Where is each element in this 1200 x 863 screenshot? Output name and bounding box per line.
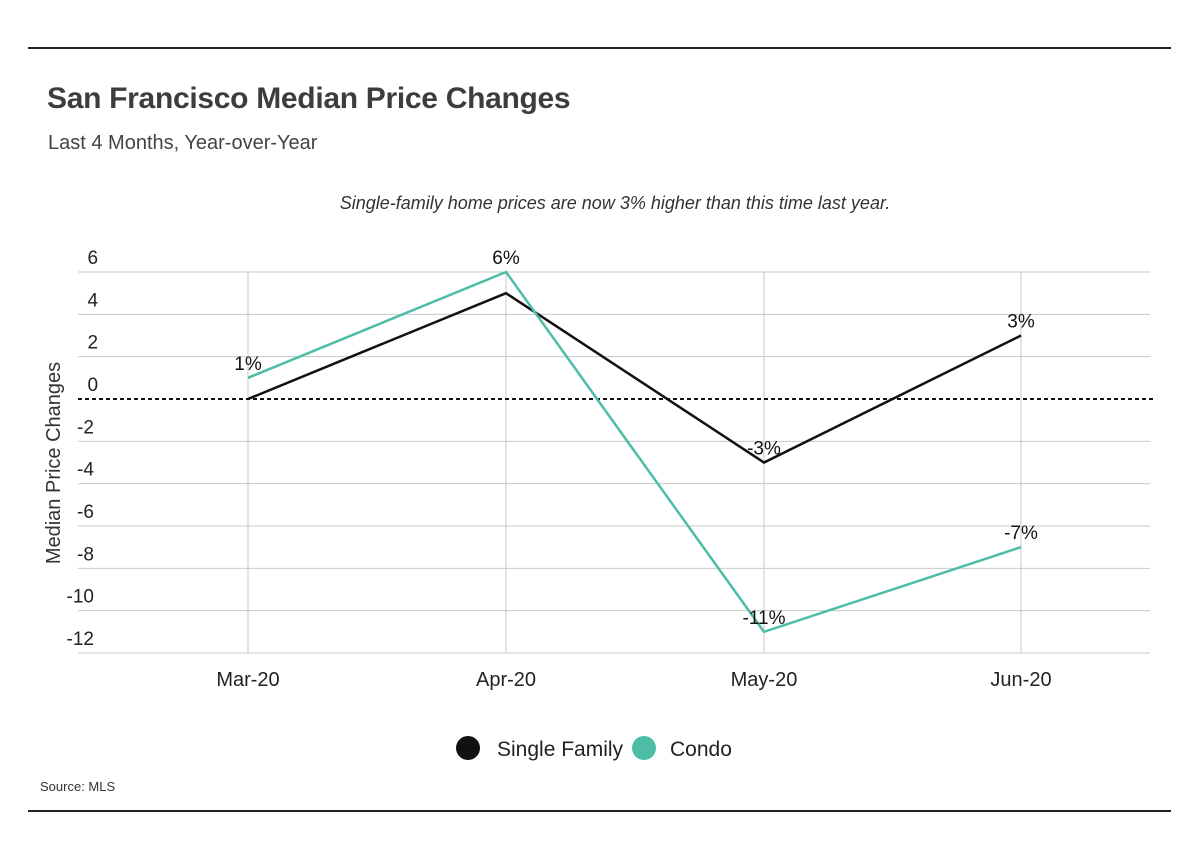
x-tick-label: Jun-20 [990, 669, 1051, 691]
x-axis-ticks: Mar-20 Apr-20 May-20 Jun-20 [216, 669, 1051, 691]
y-axis-label: Median Price Changes [43, 362, 65, 564]
y-tick-label: 0 [88, 375, 99, 396]
chart-subtitle: Last 4 Months, Year-over-Year [48, 132, 318, 154]
y-tick-label: -2 [77, 417, 94, 438]
chart-title: San Francisco Median Price Changes [47, 82, 571, 115]
y-tick-label: -4 [77, 460, 94, 481]
y-axis-ticks: 6 4 2 0 -2 -4 -6 -8 -10 -12 [67, 248, 99, 650]
series-line-condo [247, 270, 1022, 634]
y-tick-label: -10 [67, 587, 94, 608]
bottom-rule [28, 810, 1171, 812]
data-label: 1% [234, 354, 262, 375]
legend-swatch-single-family [456, 736, 480, 760]
y-tick-label: -6 [77, 502, 94, 523]
data-labels: -3% 3% 1% 6% -11% -7% [234, 248, 1038, 629]
y-tick-label: -8 [77, 544, 94, 565]
grid [78, 271, 1156, 654]
y-tick-label: 4 [88, 290, 99, 311]
y-tick-label: -12 [67, 629, 94, 650]
x-tick-label: Apr-20 [476, 669, 536, 691]
legend: Single Family Condo [456, 736, 732, 761]
series-line-single-family [247, 291, 1022, 464]
series-lines [247, 270, 1022, 634]
x-tick-label: Mar-20 [216, 669, 279, 691]
x-tick-label: May-20 [731, 669, 798, 691]
data-label: -3% [747, 439, 781, 460]
y-tick-label: 6 [88, 248, 99, 269]
legend-label-single-family: Single Family [497, 738, 624, 761]
legend-label-condo: Condo [670, 738, 732, 761]
data-label: 6% [492, 248, 520, 269]
data-label: 3% [1007, 312, 1035, 333]
top-rule [28, 47, 1171, 49]
y-tick-label: 2 [88, 333, 99, 354]
legend-swatch-condo [632, 736, 656, 760]
chart-annotation: Single-family home prices are now 3% hig… [340, 193, 891, 213]
data-label: -11% [743, 608, 786, 629]
source-note: Source: MLS [40, 779, 116, 794]
data-label: -7% [1004, 523, 1038, 544]
